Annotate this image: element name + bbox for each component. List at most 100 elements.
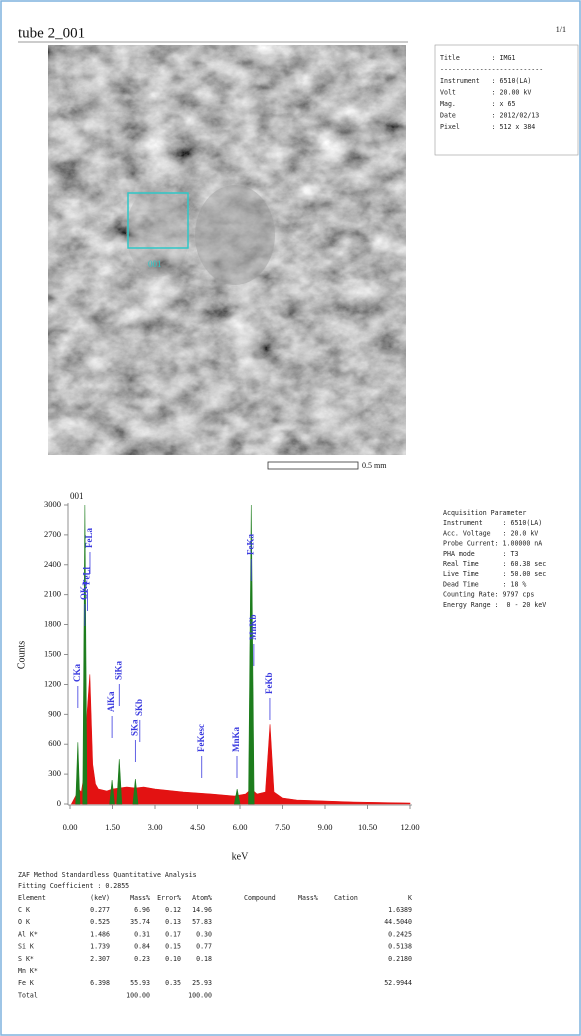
table-cell: 57.83 — [192, 918, 212, 926]
table-cell: 2.307 — [90, 955, 110, 963]
table-cell: Mn K* — [18, 967, 38, 975]
doc-title: tube 2_001 — [18, 25, 85, 41]
y-tick-label: 0 — [57, 798, 61, 808]
table-cell: 1.6389 — [388, 906, 412, 914]
acq-line: Acquisition Parameter — [443, 509, 526, 517]
info-line: Mag. : x 65 — [440, 100, 515, 108]
x-tick-label: 12.00 — [400, 822, 419, 832]
table-cell: 0.12 — [165, 906, 181, 914]
table-header: Mass% — [298, 894, 318, 902]
table-header: Compound — [244, 894, 276, 902]
table-header: Mass% — [130, 894, 150, 902]
table-cell: 0.2180 — [388, 955, 412, 963]
x-tick-label: 7.50 — [275, 822, 290, 832]
table-cell: 1.486 — [90, 930, 110, 938]
table-cell: 0.15 — [165, 943, 181, 951]
info-line: Pixel : 512 x 384 — [440, 123, 535, 131]
peak-label: FeKb — [264, 673, 274, 695]
x-tick-label: 0.00 — [63, 822, 78, 832]
info-box — [434, 44, 579, 156]
info-line: Title : IMG1 — [440, 54, 515, 62]
peak-label: FeKesc — [196, 724, 206, 752]
info-line: Date : 2012/02/13 — [440, 112, 539, 120]
spectrum-area — [116, 759, 123, 805]
table-cell: 0.277 — [90, 906, 110, 914]
table-header: Atom% — [192, 894, 212, 902]
peak-label: FeKa — [245, 534, 255, 555]
x-tick-label: 3.00 — [148, 822, 163, 832]
acq-line: Dead Time : 18 % — [443, 580, 526, 588]
roi-label: 001 — [148, 259, 162, 269]
acq-line: Energy Range : 0 - 20 keV — [443, 601, 546, 609]
spectrum-area — [82, 504, 88, 805]
peak-label: FeLl — [81, 567, 91, 585]
table-cell: 6.96 — [134, 906, 150, 914]
y-tick-label: 900 — [48, 708, 61, 718]
spectrum-area — [75, 742, 81, 805]
table-cell: 35.74 — [130, 918, 150, 926]
particle — [195, 185, 275, 285]
table-cell: Si K — [18, 943, 34, 951]
table-cell: 0.30 — [196, 930, 212, 938]
x-tick-label: 1.50 — [105, 822, 120, 832]
x-tick-label: 10.50 — [358, 822, 377, 832]
info-line: -------------------------- — [440, 66, 543, 74]
table-cell: 0.10 — [165, 955, 181, 963]
table-cell: 0.18 — [196, 955, 212, 963]
acq-line: Probe Current: 1.00000 nA — [443, 540, 542, 548]
acq-line: Acc. Voltage : 20.0 kV — [443, 529, 538, 537]
table-cell: 0.17 — [165, 930, 181, 938]
y-tick-label: 600 — [48, 738, 61, 748]
roi-box — [127, 192, 189, 249]
table-header: (keV) — [90, 894, 110, 902]
table-cell: 44.5040 — [384, 918, 412, 926]
analysis-title: ZAF Method Standardless Quantitative Ana… — [18, 871, 197, 879]
scale-label: 0.5 mm — [362, 461, 387, 470]
table-header: Cation — [334, 894, 358, 902]
spectrum-area — [70, 674, 411, 805]
table-cell: 0.23 — [134, 955, 150, 963]
info-line: Volt : 20.00 kV — [440, 89, 531, 97]
table-cell: 14.96 — [192, 906, 212, 914]
table-header: K — [408, 894, 412, 902]
table-cell: 1.739 — [90, 943, 110, 951]
y-tick-label: 3000 — [44, 499, 61, 509]
table-cell: 25.93 — [192, 979, 212, 987]
info-line: Instrument : 6510(LA) — [440, 77, 531, 85]
table-cell: 6.398 — [90, 979, 110, 987]
peak-label: SiKa — [113, 660, 123, 680]
page-number: 1/1 — [556, 25, 566, 34]
x-tick-label: 9.00 — [318, 822, 333, 832]
y-tick-label: 2100 — [44, 589, 61, 599]
peak-label: SKa — [129, 719, 139, 736]
peak-label: OKa — [79, 581, 89, 600]
analysis-fitting: Fitting Coefficient : 0.2855 — [18, 882, 129, 890]
peak-label: MnKb — [248, 614, 258, 640]
spectrum-area — [109, 780, 115, 805]
x-tick-label: 4.50 — [190, 822, 205, 832]
y-tick-label: 2700 — [44, 529, 61, 539]
table-cell: 0.84 — [134, 943, 150, 951]
y-tick-label: 1800 — [44, 619, 61, 629]
table-cell: S K* — [18, 955, 34, 963]
table-cell: 0.31 — [134, 930, 150, 938]
chart-title: 001 — [70, 491, 84, 501]
acq-line: PHA mode : T3 — [443, 550, 518, 558]
table-cell: Al K* — [18, 930, 38, 938]
table-cell: 0.2425 — [388, 930, 412, 938]
table-header: Element — [18, 894, 46, 902]
sem-image: 001 — [48, 45, 406, 455]
sem-texture — [48, 45, 406, 455]
x-axis-label: keV — [232, 851, 249, 862]
peak-label: FeLa — [84, 528, 94, 548]
plot — [70, 504, 411, 805]
table-cell: 0.77 — [196, 943, 212, 951]
scale-bar — [267, 461, 359, 470]
acq-line: Real Time : 60.38 sec — [443, 560, 546, 568]
table-cell: Total — [18, 991, 38, 999]
y-tick-label: 2400 — [44, 559, 61, 569]
table-cell: 0.525 — [90, 918, 110, 926]
spectrum-area — [248, 504, 255, 805]
